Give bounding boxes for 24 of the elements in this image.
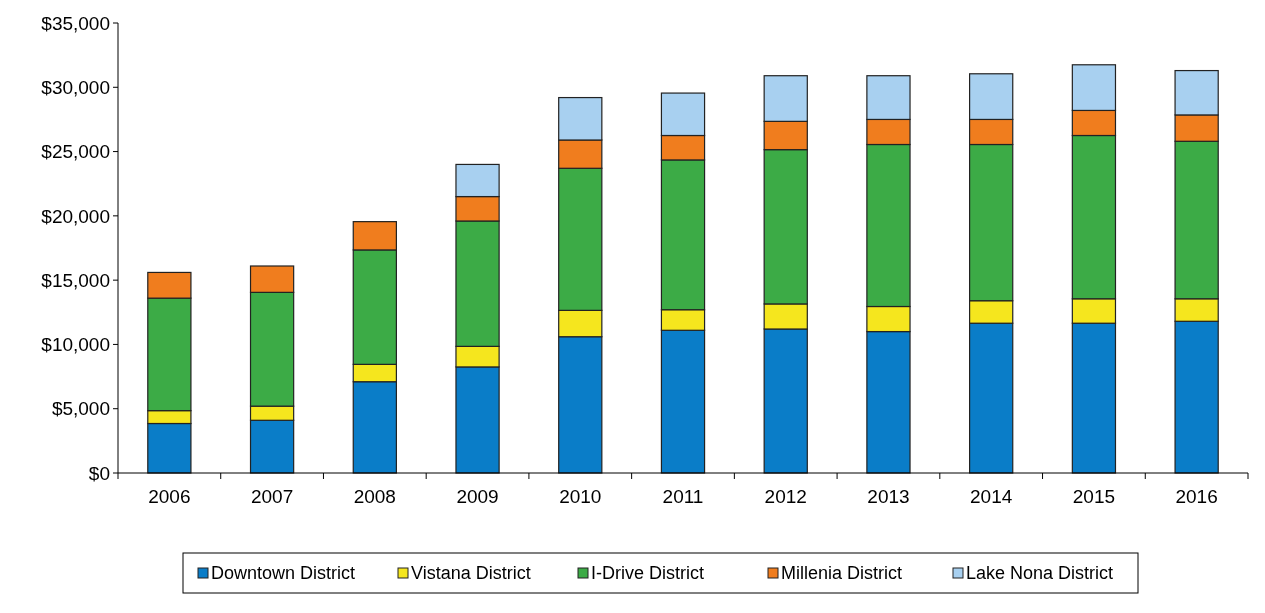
x-tick-label: 2011 <box>662 486 704 507</box>
x-tick-label: 2016 <box>1175 486 1218 507</box>
legend-label: Lake Nona District <box>966 563 1114 584</box>
y-tick-label: $25,000 <box>41 141 110 163</box>
x-tick-label: 2006 <box>148 486 191 507</box>
legend-label: Millenia District <box>781 563 903 584</box>
y-tick-label: $20,000 <box>41 205 110 227</box>
x-tick-label: 2009 <box>456 486 499 507</box>
y-tick-label: $0 <box>88 462 110 484</box>
x-tick-label: 2007 <box>250 486 294 507</box>
legend-label: I-Drive District <box>591 563 704 584</box>
y-tick-label: $30,000 <box>41 76 110 98</box>
x-tick-label: 2015 <box>1072 486 1116 507</box>
y-tick-label: $35,000 <box>41 12 110 34</box>
x-tick-label: 2012 <box>764 486 807 507</box>
legend-label: Vistana District <box>411 563 531 584</box>
x-tick-label: 2010 <box>559 486 602 507</box>
x-tick-label: 2013 <box>867 486 910 507</box>
legend-label: Downtown District <box>211 563 356 584</box>
y-tick-label: $15,000 <box>41 269 110 291</box>
y-tick-label: $10,000 <box>41 334 110 356</box>
x-tick-label: 2008 <box>353 486 396 507</box>
y-tick-label: $5,000 <box>51 398 110 420</box>
x-tick-label: 2014 <box>970 486 1013 507</box>
